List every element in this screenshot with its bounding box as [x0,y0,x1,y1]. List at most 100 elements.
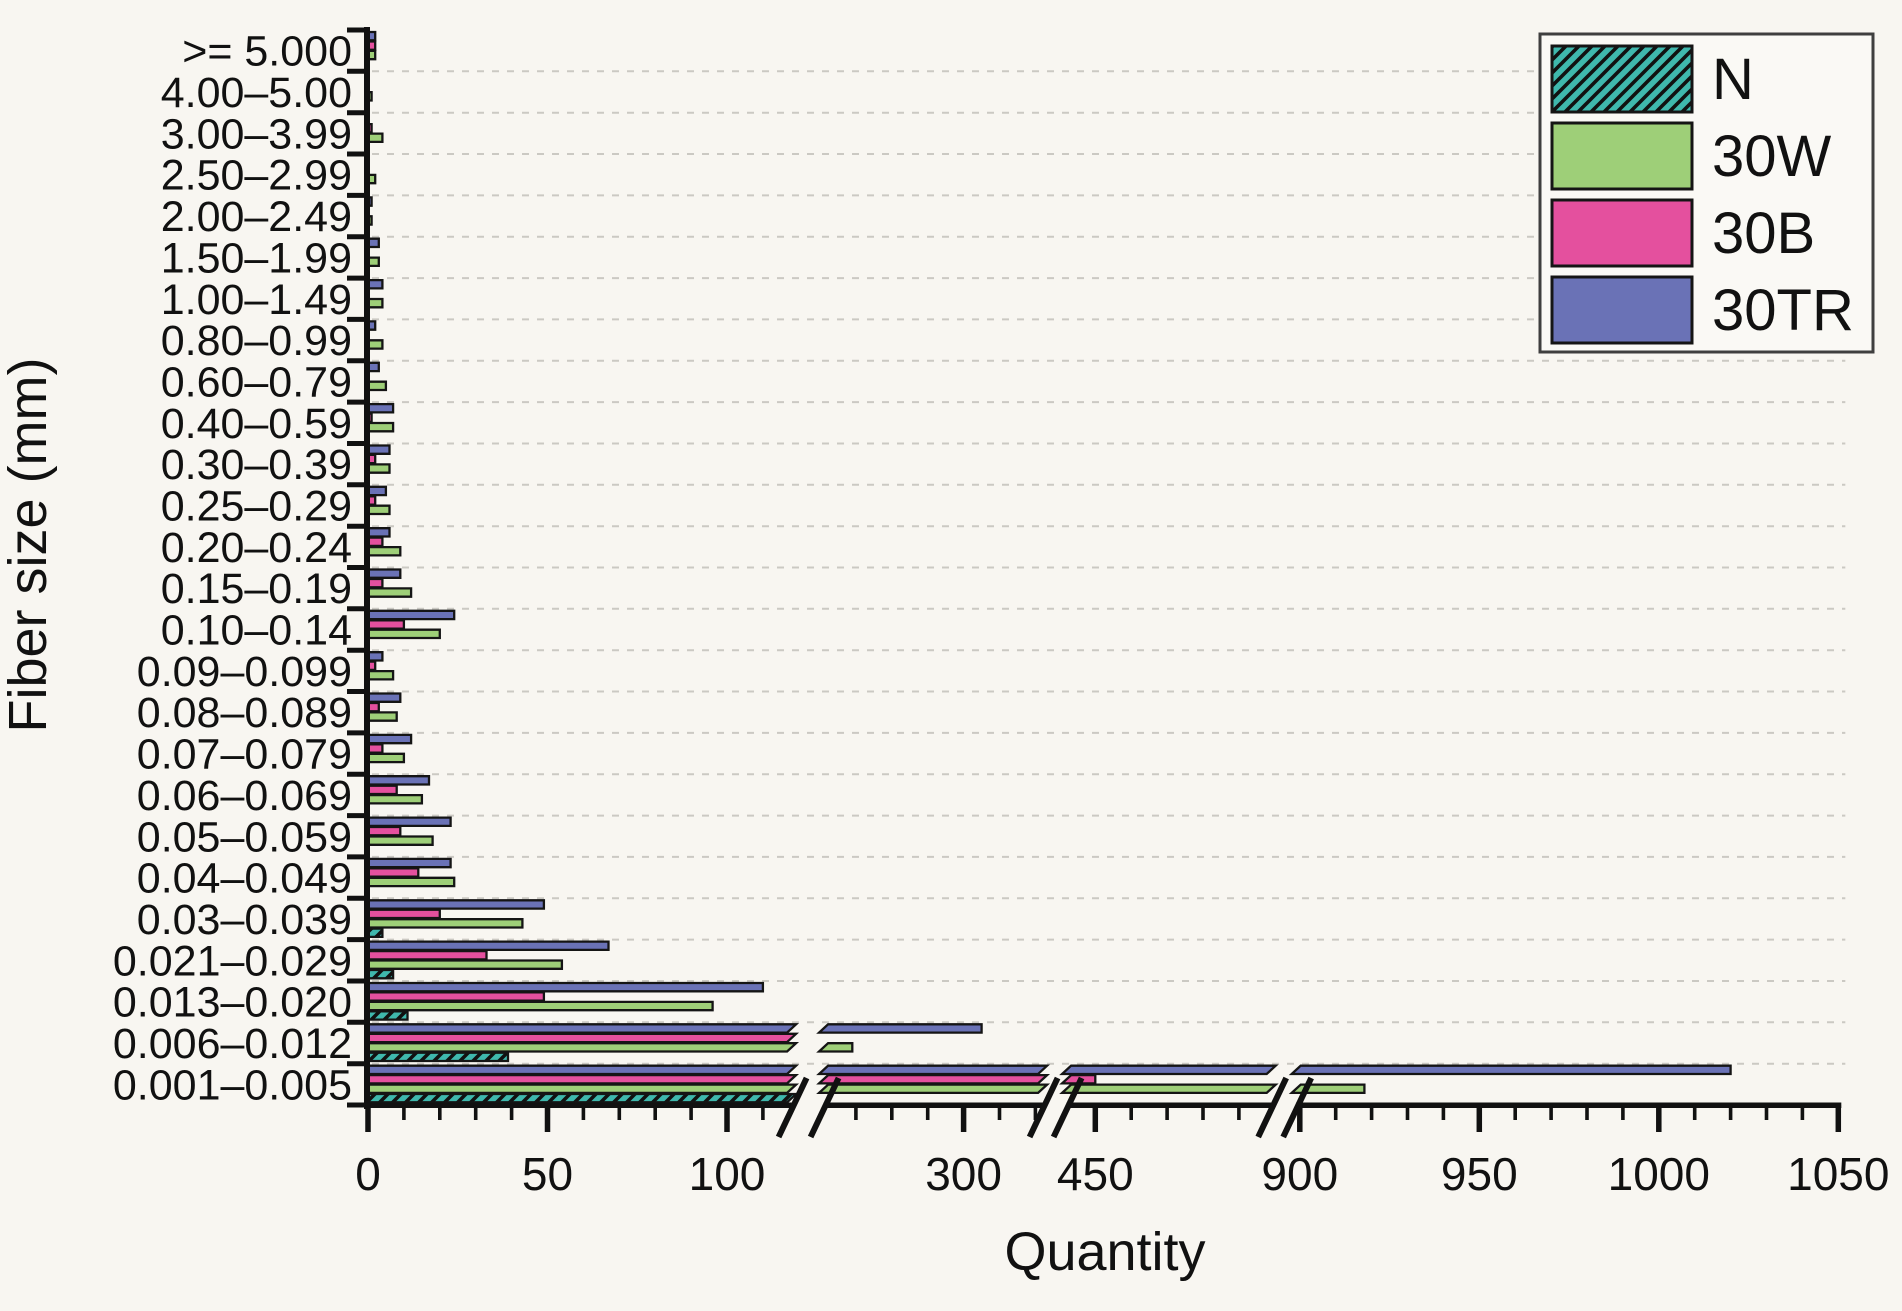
bar-30TR-6 [366,278,384,290]
legend-swatch-30W [1550,121,1694,191]
y-tick-label: 0.30–0.39 [161,441,352,489]
bar-30TR-25 [366,1064,800,1076]
bar-30TR-12 [366,527,391,538]
bar-30W-12 [366,545,402,557]
bar-30W-14 [366,628,441,640]
bar-30W-13 [366,587,413,598]
bar-30TR-24 [366,1023,800,1034]
bar-30B-12 [366,536,384,548]
bar-30W-19 [366,835,434,846]
bar-30B-19 [366,825,402,837]
y-tick-label: 0.04–0.049 [137,855,352,903]
bar-30TR-18 [366,775,431,786]
bar-30B-14 [366,619,406,630]
y-tick-label: 0.001–0.005 [113,1061,352,1109]
x-tick-label: 1050 [1787,1148,1889,1200]
y-tick-label: 0.006–0.012 [113,1020,352,1068]
bar-30TR-19 [366,816,452,828]
bar-30B-23 [366,991,546,1002]
y-tick-label: 0.03–0.039 [137,896,352,944]
bar-30B-21 [366,908,441,920]
bar-30TR-17 [366,733,413,745]
bar-30W-22 [366,959,564,970]
bar-30W-8 [366,380,388,392]
y-tick-label: 0.60–0.79 [161,358,352,406]
break-slash-icon [1050,1076,1085,1139]
bar-30TR-22 [366,940,610,952]
x-tick-label: 100 [689,1148,766,1200]
bar-N-25 [366,1092,800,1104]
bar-N-21 [366,927,384,939]
legend-label-N: N [1712,47,1754,112]
bar-30W-7 [366,339,384,350]
bar-30B-20 [366,867,420,878]
y-tick-label: 0.40–0.59 [161,400,352,448]
x-tick-label: 0 [355,1148,381,1200]
x-tick-label: 50 [522,1148,573,1200]
tick-labels: >= 5.0004.00–5.003.00–3.992.50–2.992.00–… [113,28,1890,1200]
bar-30TR-9 [366,402,395,414]
bar-30W-25 [1059,1083,1279,1095]
y-tick-label: 0.09–0.099 [137,648,352,696]
y-axis-title: Fiber size (mm) [0,358,58,733]
y-tick-label: 1.50–1.99 [161,234,352,282]
bar-30TR-14 [366,609,456,621]
bar-30B-18 [366,784,398,796]
x-axis-title: Quantity [1004,1222,1205,1282]
y-tick-label: 0.05–0.059 [137,813,352,861]
y-tick-label: 2.50–2.99 [161,152,352,200]
bar-30W-2 [366,132,384,144]
y-tick-label: 0.013–0.020 [113,979,352,1027]
y-tick-label: 0.07–0.079 [137,731,352,779]
bar-30TR-10 [366,444,391,455]
break-slash-icon [1255,1076,1289,1139]
x-axis-line [364,1102,792,1108]
bar-30W-11 [366,504,391,516]
bars-layer [366,30,1732,1104]
gridlines-layer [372,70,1846,1065]
bar-30B-25 [366,1073,800,1085]
axis-break-marks [775,1076,1314,1139]
legend-label-30B: 30B [1712,201,1815,266]
legend-swatch-30B [1550,198,1694,268]
bar-30B-25 [816,1073,1051,1085]
bar-30TR-21 [366,899,546,910]
bar-30B-24 [366,1032,800,1044]
break-slash-icon [775,1076,810,1139]
bar-30B-17 [366,743,384,754]
bar-30W-24 [366,1042,800,1053]
y-tick-label: 0.20–0.24 [161,524,352,572]
y-tick-label: 0.08–0.089 [137,689,352,737]
x-axis-line [823,1102,1043,1108]
y-tick-label: 0.80–0.99 [161,317,352,365]
bar-30TR-25 [816,1064,1051,1076]
bar-30TR-20 [366,857,452,869]
bar-30TR-13 [366,568,402,579]
x-tick-label: 900 [1261,1148,1338,1200]
bar-30TR-23 [366,981,765,993]
bar-30W-21 [366,918,524,929]
bar-30W-16 [366,711,398,722]
bar-30W-10 [366,463,391,474]
bar-30TR-11 [366,485,388,497]
legend-label-30W: 30W [1712,124,1832,189]
bar-30W-20 [366,876,456,888]
bar-30W-9 [366,421,395,433]
bar-N-23 [366,1010,409,1021]
y-tick-label: 2.00–2.49 [161,193,352,241]
bar-30W-18 [366,793,424,805]
bar-30W-25 [366,1083,800,1095]
bar-30TR-25 [1288,1064,1732,1076]
axes-layer [347,27,1842,1132]
y-tick-label: 0.06–0.069 [137,772,352,820]
bar-30B-13 [366,577,384,589]
y-tick-label: 0.10–0.14 [161,607,352,655]
break-slash-icon [1280,1076,1314,1139]
y-tick-label: 0.15–0.19 [161,565,352,613]
y-tick-label: >= 5.000 [182,28,352,76]
y-tick-label: 1.00–1.49 [161,276,352,324]
bar-30TR-15 [366,651,384,662]
bar-30W-25 [816,1083,1051,1095]
x-tick-label: 300 [925,1148,1002,1200]
